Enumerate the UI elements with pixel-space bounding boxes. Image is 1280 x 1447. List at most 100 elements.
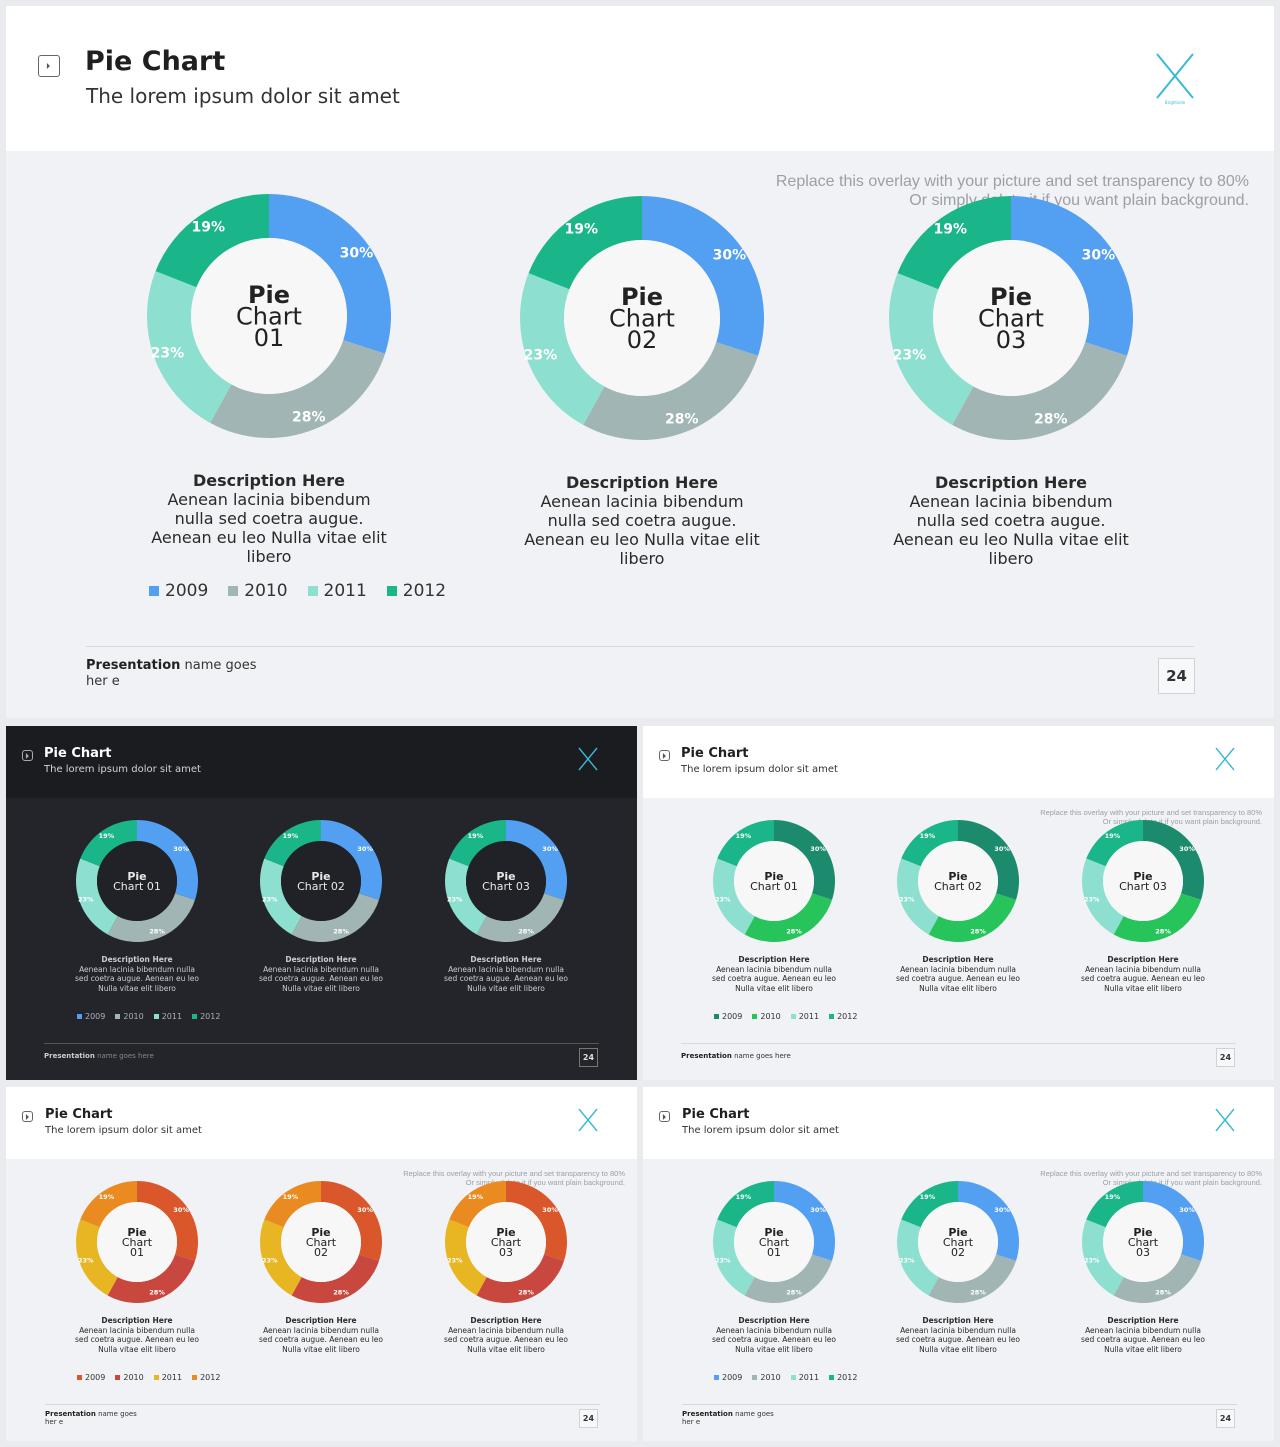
donut-hole bbox=[466, 841, 546, 921]
chart-center-label: Pie bbox=[311, 870, 330, 883]
legend-swatch bbox=[228, 586, 239, 596]
logo-x-icon bbox=[578, 747, 598, 771]
chart-legend: 2009 2010 2011 2012 bbox=[77, 1012, 230, 1021]
donut-hole bbox=[918, 841, 998, 921]
chart-center-label: Chart 01 bbox=[750, 880, 798, 893]
description-body: Aenean lacinia bibendum nulla sed coetra… bbox=[444, 1325, 568, 1354]
footer-divider bbox=[44, 1043, 599, 1044]
legend-label: 2011 bbox=[161, 1373, 183, 1382]
donut-hole bbox=[466, 1202, 546, 1282]
slice-label-2012: 19% bbox=[920, 1193, 936, 1201]
chart-center-label: Chart bbox=[491, 1236, 522, 1249]
footer-divider bbox=[681, 1043, 1236, 1044]
slice-label-2010: 28% bbox=[970, 1289, 986, 1297]
legend-label: 2010 bbox=[760, 1373, 781, 1382]
slice-label-2011: 23% bbox=[1084, 1256, 1100, 1264]
chart-center-label: Chart bbox=[1128, 1236, 1159, 1249]
slide-main: Pie Chart The lorem ipsum dolor sit amet… bbox=[6, 6, 1274, 718]
description-title: Description Here bbox=[101, 1316, 173, 1325]
slice-label-2009: 30% bbox=[173, 845, 189, 853]
legend-label: 2012 bbox=[837, 1012, 858, 1021]
slice-2012 bbox=[264, 820, 321, 867]
play-icon bbox=[659, 1111, 670, 1122]
slide-subtitle: The lorem ipsum dolor sit amet bbox=[45, 1125, 202, 1136]
page-number: 24 bbox=[1216, 1409, 1235, 1428]
slice-label-2010: 28% bbox=[518, 1289, 534, 1297]
chart-center-label: 01 bbox=[130, 1246, 144, 1259]
slice-2011 bbox=[713, 858, 755, 935]
legend-swatch bbox=[149, 586, 159, 596]
slice-2010 bbox=[291, 893, 380, 942]
slice-label-2010: 28% bbox=[292, 409, 326, 425]
description-title: Description Here bbox=[922, 1316, 994, 1325]
slice-2012 bbox=[528, 196, 642, 290]
slice-label-2012: 19% bbox=[468, 832, 484, 840]
slice-label-2012: 19% bbox=[565, 222, 599, 238]
slice-label-2009: 30% bbox=[357, 1206, 373, 1214]
legend-swatch bbox=[714, 1014, 719, 1019]
chart-center-label: Chart 02 bbox=[934, 880, 982, 893]
slice-2010 bbox=[928, 1254, 1017, 1303]
slice-label-2012: 19% bbox=[1105, 832, 1121, 840]
slice-2012 bbox=[901, 820, 958, 867]
slice-label-2010: 28% bbox=[786, 928, 802, 936]
play-icon bbox=[22, 1111, 33, 1122]
legend-item-2009: 2009 bbox=[714, 1012, 742, 1021]
slide-thumb-blue[interactable]: Pie Chart The lorem ipsum dolor sit amet… bbox=[643, 1087, 1274, 1441]
legend-label: 2011 bbox=[798, 1012, 820, 1021]
slide-subtitle: The lorem ipsum dolor sit amet bbox=[86, 84, 400, 108]
slice-label-2009: 30% bbox=[173, 1206, 189, 1214]
page-number: 24 bbox=[1158, 658, 1195, 694]
slide-thumb-green[interactable]: Pie Chart The lorem ipsum dolor sit amet… bbox=[643, 726, 1274, 1080]
slide-title: Pie Chart bbox=[681, 746, 749, 761]
description-title: Description Here bbox=[192, 471, 346, 490]
legend-swatch bbox=[153, 1375, 159, 1380]
slice-2011 bbox=[897, 1219, 939, 1296]
description-title: Description Here bbox=[285, 955, 357, 964]
slide-thumb-orange[interactable]: Pie Chart The lorem ipsum dolor sit amet… bbox=[6, 1087, 637, 1441]
legend-item-2010: 2010 bbox=[752, 1373, 781, 1382]
chart-description-3: Description Here Aenean lacinia bibendum … bbox=[1081, 955, 1206, 993]
chart-description-2: Description Here Aenean lacinia bibendum … bbox=[522, 473, 762, 568]
chart-description-2: Description Here Aenean lacinia bibendum … bbox=[896, 955, 1021, 993]
slice-2012 bbox=[80, 820, 137, 867]
description-title: Description Here bbox=[470, 1316, 542, 1325]
chart-center-label: Pie bbox=[496, 1226, 515, 1239]
play-icon[interactable] bbox=[38, 55, 60, 77]
play-icon bbox=[22, 750, 33, 761]
slice-label-2011: 23% bbox=[78, 1256, 94, 1264]
slice-2009 bbox=[137, 820, 198, 900]
slice-label-2012: 19% bbox=[468, 1193, 484, 1201]
slide-thumb-dark[interactable]: Pie Chart The lorem ipsum dolor sit amet… bbox=[6, 726, 637, 1080]
legend-item-2012: 2012 bbox=[192, 1012, 220, 1021]
chart-center-label: Pie bbox=[127, 870, 146, 883]
legend-item-2012: 2012 bbox=[829, 1373, 857, 1382]
chart-center-label: 02 bbox=[314, 1246, 328, 1259]
slice-2010 bbox=[476, 1254, 565, 1303]
legend-label: 2009 bbox=[85, 1012, 106, 1021]
logo-caption: Brightside bbox=[1165, 100, 1186, 105]
legend-label: 2011 bbox=[798, 1373, 820, 1382]
footer-bold: Presentation bbox=[86, 658, 181, 673]
slice-2012 bbox=[897, 196, 1011, 290]
slice-label-2009: 30% bbox=[340, 246, 374, 262]
slice-2011 bbox=[260, 1219, 302, 1296]
chart-legend: 2009 2010 2011 2012 bbox=[714, 1373, 867, 1382]
chart-center-label: Chart 03 bbox=[1119, 880, 1167, 893]
logo-x-icon bbox=[1215, 747, 1235, 771]
slide-header: Pie Chart The lorem ipsum dolor sit amet bbox=[6, 726, 637, 798]
chart-center-label: 03 bbox=[499, 1246, 513, 1259]
footer-bold: Presentation bbox=[45, 1410, 96, 1418]
legend-item-2012: 2012 bbox=[386, 581, 446, 601]
footer-text: Presentation name goes her e bbox=[45, 1410, 145, 1426]
chart-center-label: Chart bbox=[759, 1236, 790, 1249]
legend-swatch bbox=[790, 1014, 796, 1019]
slice-2011 bbox=[1082, 1219, 1124, 1296]
chart-legend: 2009 2010 2011 2012 bbox=[149, 581, 466, 601]
donut-hole bbox=[1103, 841, 1183, 921]
slice-label-2010: 28% bbox=[665, 411, 699, 427]
legend-swatch bbox=[153, 1014, 159, 1019]
